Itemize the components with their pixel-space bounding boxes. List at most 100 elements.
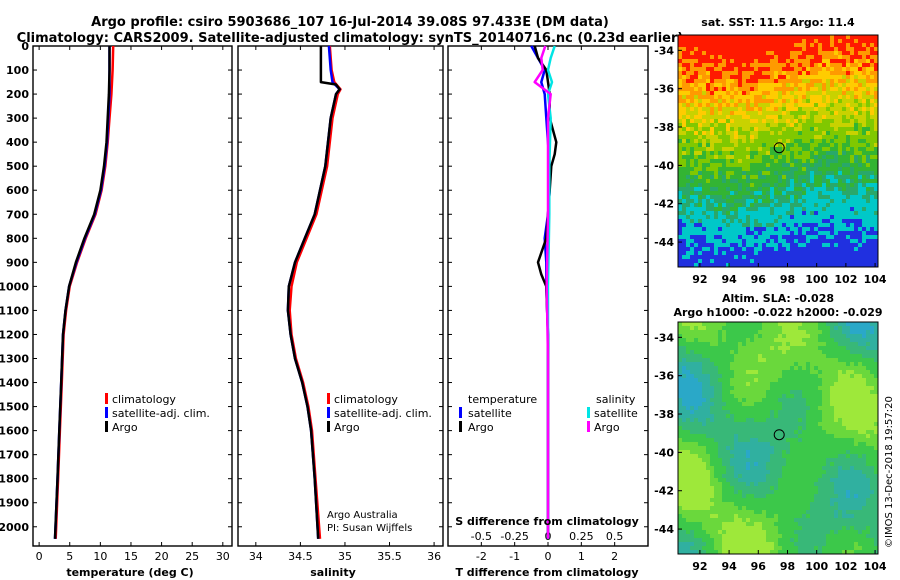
sla-cell [846, 358, 851, 363]
sst-cell [870, 255, 875, 260]
sst-cell [786, 139, 791, 144]
sst-cell [694, 151, 699, 156]
sla-cell [798, 334, 803, 339]
sla-cell [718, 414, 723, 419]
sst-cell [798, 219, 803, 224]
sla-cell [814, 326, 819, 331]
title-line-1: Argo profile: csiro 5903686_107 16-Jul-2… [91, 15, 609, 30]
sst-cell [714, 87, 719, 92]
sst-cell [702, 95, 707, 100]
sst-cell [798, 251, 803, 256]
sst-cell [774, 167, 779, 172]
sst-cell [690, 155, 695, 160]
sla-cell [858, 338, 863, 343]
sst-cell [810, 175, 815, 180]
sla-cell [818, 374, 823, 379]
sst-cell [730, 203, 735, 208]
sst-cell [702, 219, 707, 224]
sst-cell [702, 79, 707, 84]
sst-cell [782, 183, 787, 188]
sst-cell [810, 243, 815, 248]
sst-cell [782, 219, 787, 224]
sst-cell [706, 75, 711, 80]
sst-cell [730, 123, 735, 128]
sla-map-cells [678, 322, 879, 555]
sst-cell [854, 207, 859, 212]
sst-cell [794, 99, 799, 104]
sst-cell [754, 75, 759, 80]
sst-cell [874, 111, 879, 116]
sla-cell [814, 386, 819, 391]
sst-cell [682, 231, 687, 236]
sst-cell [778, 231, 783, 236]
sst-cell [706, 263, 711, 268]
sst-cell [858, 107, 863, 112]
sla-cell [730, 418, 735, 423]
sst-cell [706, 87, 711, 92]
sst-cell [806, 47, 811, 52]
sst-cell [702, 199, 707, 204]
sst-cell [854, 187, 859, 192]
sst-cell [718, 75, 723, 80]
sst-cell [790, 251, 795, 256]
sst-cell [738, 35, 743, 40]
sla-cell [790, 346, 795, 351]
sla-cell [706, 414, 711, 419]
sla-cell [838, 366, 843, 371]
sla-cell [854, 334, 859, 339]
sla-cell [782, 334, 787, 339]
sla-cell [810, 414, 815, 419]
sla-cell [766, 338, 771, 343]
sla-cell [738, 398, 743, 403]
sla-cell [798, 350, 803, 355]
sst-cell [726, 91, 731, 96]
sla-cell [730, 446, 735, 451]
sla-cell [782, 322, 787, 327]
sst-cell [722, 75, 727, 80]
sla-cell [734, 410, 739, 415]
sla-cell [714, 338, 719, 343]
sla-cell [678, 358, 683, 363]
sla-cell [814, 362, 819, 367]
sst-cell [866, 55, 871, 60]
sla-cell [858, 390, 863, 395]
sst-cell [746, 191, 751, 196]
sst-cell [698, 47, 703, 52]
sst-cell [830, 223, 835, 228]
sst-cell [774, 39, 779, 44]
sst-cell [698, 91, 703, 96]
sst-cell [870, 147, 875, 152]
sst-cell [826, 123, 831, 128]
sst-cell [774, 247, 779, 252]
sla-cell [834, 418, 839, 423]
sst-cell [842, 103, 847, 108]
sla-cell [798, 346, 803, 351]
sla-cell [846, 426, 851, 431]
sst-cell [858, 203, 863, 208]
sst-cell [718, 115, 723, 120]
sla-cell [734, 374, 739, 379]
sla-cell [818, 414, 823, 419]
sst-cell [830, 99, 835, 104]
sst-cell [814, 179, 819, 184]
sst-cell [874, 263, 879, 268]
sst-cell [686, 227, 691, 232]
sst-cell [678, 75, 683, 80]
sla-cell [710, 418, 715, 423]
sla-cell [694, 346, 699, 351]
sst-cell [838, 159, 843, 164]
sla-cell [874, 330, 879, 335]
sla-cell [754, 458, 759, 463]
sst-cell [814, 87, 819, 92]
sst-cell [698, 195, 703, 200]
sst-cell [710, 83, 715, 88]
sla-cell [746, 418, 751, 423]
sst-cell [758, 231, 763, 236]
sst-cell [714, 151, 719, 156]
sla-cell [702, 350, 707, 355]
sst-cell [686, 131, 691, 136]
temperature-panel: 0100200300400500600700800900100011001200… [0, 40, 233, 579]
sst-cell [830, 43, 835, 48]
sla-cell [686, 394, 691, 399]
sla-cell [710, 442, 715, 447]
